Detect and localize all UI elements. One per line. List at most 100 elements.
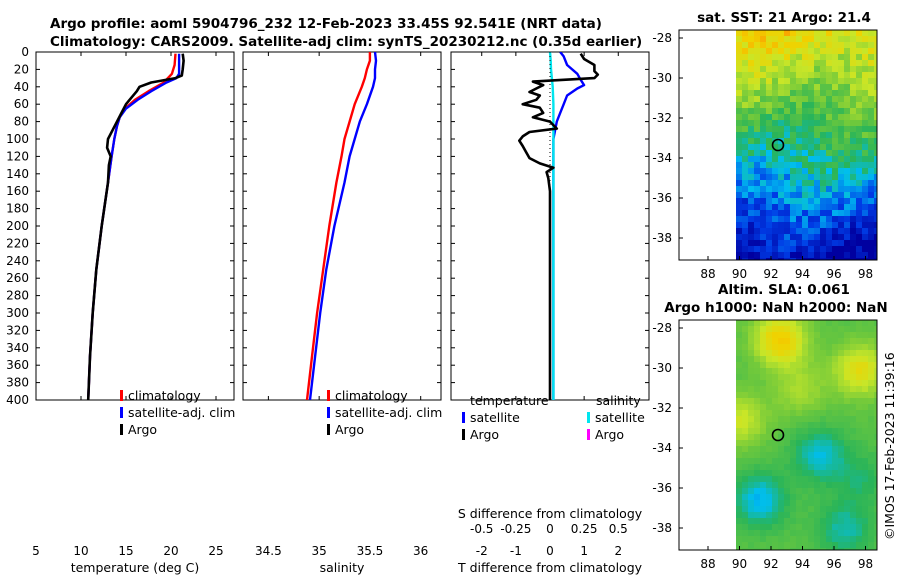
- sst-cell: [808, 132, 815, 139]
- sla-cell: [826, 404, 833, 411]
- sla-cell: [832, 326, 839, 333]
- sla-cell: [826, 452, 833, 459]
- sst-cell: [754, 72, 761, 79]
- sla-cell: [838, 530, 845, 537]
- sla-cell: [766, 536, 773, 543]
- sla-cell: [754, 470, 761, 477]
- sst-cell: [856, 84, 863, 91]
- sst-cell: [790, 30, 797, 37]
- sst-cell: [742, 168, 749, 175]
- sst-cell: [850, 216, 857, 223]
- sst-cell: [796, 186, 803, 193]
- sst-cell: [784, 174, 791, 181]
- sla-cell: [754, 362, 761, 369]
- sst-cell: [760, 90, 767, 97]
- sst-cell: [832, 186, 839, 193]
- sla-cell: [838, 542, 845, 549]
- sst-cell: [856, 78, 863, 85]
- sst-cell: [748, 48, 755, 55]
- sla-cell: [802, 494, 809, 501]
- sla-cell: [748, 476, 755, 483]
- sla-cell: [790, 452, 797, 459]
- sla-cell: [808, 404, 815, 411]
- sla-cell: [856, 524, 863, 531]
- sla-cell: [826, 338, 833, 345]
- sla-cell: [748, 530, 755, 537]
- sla-cell: [826, 320, 833, 327]
- sla-cell: [754, 542, 761, 549]
- sla-cell: [874, 476, 877, 483]
- sst-cell: [802, 144, 809, 151]
- sla-cell: [808, 482, 815, 489]
- sst-cell: [820, 258, 827, 260]
- xlabel-sdiff: S difference from climatology: [458, 506, 643, 521]
- sla-cell: [820, 356, 827, 363]
- sla-cell: [772, 356, 779, 363]
- sla-cell: [874, 446, 877, 453]
- sst-cell: [814, 36, 821, 43]
- sla-cell: [736, 482, 743, 489]
- sla-cell: [772, 494, 779, 501]
- xlabel-salinity: salinity: [320, 560, 365, 575]
- sst-cell: [814, 96, 821, 103]
- sla-cell: [778, 362, 785, 369]
- sla-cell: [874, 386, 877, 393]
- sla-cell: [808, 464, 815, 471]
- sst-cell: [874, 246, 877, 253]
- sst-cell: [826, 222, 833, 229]
- sst-cell: [838, 120, 845, 127]
- sla-cell: [844, 434, 851, 441]
- sst-cell: [838, 78, 845, 85]
- sst-cell: [874, 36, 877, 43]
- sla-cell: [778, 482, 785, 489]
- sst-cell: [826, 156, 833, 163]
- sla-cell: [844, 440, 851, 447]
- sla-cell: [856, 482, 863, 489]
- sla-cell: [772, 422, 779, 429]
- sst-cell: [784, 234, 791, 241]
- sst-cell: [850, 66, 857, 73]
- sst-cell: [790, 180, 797, 187]
- sla-cell: [850, 452, 857, 459]
- sst-cell: [838, 168, 845, 175]
- sla-cell: [844, 506, 851, 513]
- sla-cell: [850, 350, 857, 357]
- sla-cell: [874, 380, 877, 387]
- sst-cell: [832, 228, 839, 235]
- legend-tdiff-satellite-label: satellite: [470, 410, 520, 425]
- sst-cell: [850, 168, 857, 175]
- sla-cell: [742, 368, 749, 375]
- legend-sal-2-label: Argo: [335, 422, 364, 437]
- sst-cell: [808, 54, 815, 61]
- sla-cell: [820, 488, 827, 495]
- sla-cell: [808, 428, 815, 435]
- sla-cell: [844, 410, 851, 417]
- sla-cell: [760, 530, 767, 537]
- sst-cell: [874, 132, 877, 139]
- sst-cell: [838, 204, 845, 211]
- sst-cell: [766, 222, 773, 229]
- sla-cell: [754, 446, 761, 453]
- sla-cell: [796, 452, 803, 459]
- sla-cell: [808, 374, 815, 381]
- sla-cell: [826, 398, 833, 405]
- sla-cell: [760, 536, 767, 543]
- sla-cell: [832, 416, 839, 423]
- sla-cell: [844, 488, 851, 495]
- sst-cell: [874, 222, 877, 229]
- sla-cell: [754, 506, 761, 513]
- sla-cell: [754, 524, 761, 531]
- sla-cell: [868, 380, 875, 387]
- sst-cell: [796, 78, 803, 85]
- sst-cell: [856, 216, 863, 223]
- sla-cell: [826, 476, 833, 483]
- sla-cell: [784, 398, 791, 405]
- sst-cell: [862, 150, 869, 157]
- sla-cell: [778, 446, 785, 453]
- sla-cell: [796, 518, 803, 525]
- sla-cell: [772, 452, 779, 459]
- sla-cell: [790, 410, 797, 417]
- sla-cell: [772, 530, 779, 537]
- sla-cell: [778, 452, 785, 459]
- sla-cell: [856, 326, 863, 333]
